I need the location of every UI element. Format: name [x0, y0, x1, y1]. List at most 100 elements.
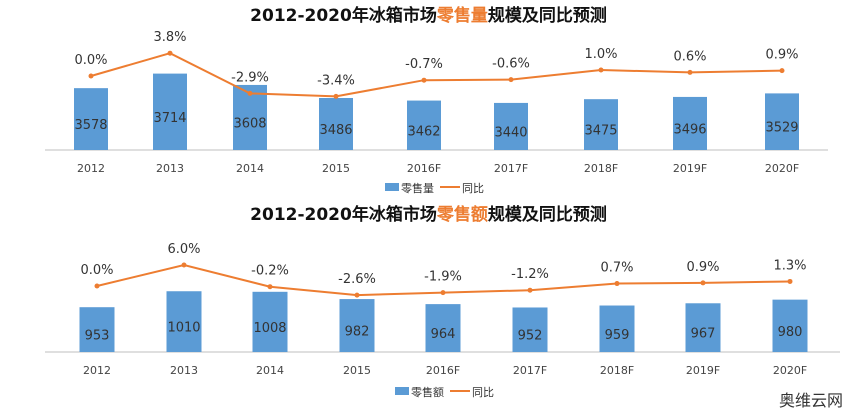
bar-value-label: 3462 [407, 124, 440, 139]
x-tick-label: 2014 [236, 162, 264, 175]
line-point [421, 77, 427, 83]
x-tick-label: 2013 [156, 162, 184, 175]
line-point [614, 281, 620, 287]
bar [166, 291, 202, 352]
x-tick-label: 2019F [686, 364, 720, 377]
bar [74, 88, 108, 150]
bar [407, 100, 441, 150]
x-tick-label: 2018F [584, 162, 618, 175]
line-point [247, 90, 253, 96]
x-tick-label: 2016F [426, 364, 460, 377]
bar [319, 97, 353, 150]
title-text: 2012-2020年冰箱市场 [250, 6, 437, 26]
bar-value-label: 982 [345, 325, 370, 340]
bar [599, 305, 635, 352]
bar [79, 307, 115, 352]
x-tick-label: 2018F [600, 364, 634, 377]
bar-value-label: 3496 [673, 122, 706, 137]
title-text: 规模及同比预测 [487, 6, 607, 26]
bar-value-label: 3440 [494, 125, 527, 140]
x-tick-label: 2015 [322, 162, 350, 175]
bar-value-label: 1008 [253, 321, 286, 336]
title-highlight: 零售额 [436, 205, 488, 225]
line-value-label: 3.8% [153, 30, 186, 45]
line-point [440, 290, 446, 296]
legend-line-label: 同比 [472, 386, 494, 399]
bar [772, 299, 808, 352]
bar [425, 304, 461, 352]
x-tick-label: 2012 [77, 162, 105, 175]
legend-bar-label: 零售额 [411, 385, 444, 399]
line-value-label: -1.9% [424, 270, 462, 285]
x-tick-label: 2015 [343, 364, 371, 377]
x-tick-label: 2017F [513, 364, 547, 377]
bar [512, 307, 548, 352]
bar-value-label: 953 [85, 329, 110, 344]
bar-value-label: 952 [518, 329, 543, 344]
bar-value-label: 3714 [153, 111, 186, 126]
bar-value-label: 3486 [319, 123, 352, 138]
line-value-label: 0.9% [765, 48, 798, 63]
line-value-label: -2.9% [231, 70, 269, 85]
title-text: 2012-2020年冰箱市场 [250, 205, 437, 225]
line-point [88, 73, 94, 79]
x-tick-label: 2013 [170, 364, 198, 377]
legend-line-label: 同比 [462, 182, 484, 195]
line-point [94, 283, 100, 289]
line-value-label: -3.4% [317, 73, 355, 88]
chart2-title: 2012-2020年冰箱市场零售额规模及同比预测 [0, 205, 857, 225]
line-value-label: 0.0% [80, 263, 113, 278]
line-value-label: 1.0% [584, 47, 617, 62]
bar [673, 96, 707, 150]
line-value-label: 0.7% [600, 261, 633, 276]
bar [765, 93, 799, 150]
bar-value-label: 967 [691, 327, 716, 342]
bar-value-label: 1010 [167, 321, 200, 336]
bar-value-label: 3608 [233, 116, 266, 131]
bar [339, 299, 375, 352]
bar [685, 303, 721, 352]
x-tick-label: 2020F [773, 364, 807, 377]
line-point [687, 69, 693, 75]
line-point [527, 287, 533, 293]
line-value-label: -0.7% [405, 57, 443, 72]
bar [153, 73, 187, 150]
x-tick-label: 2012 [83, 364, 111, 377]
title-highlight: 零售量 [436, 6, 488, 26]
line-point [181, 262, 187, 268]
x-tick-label: 2020F [765, 162, 799, 175]
bar-value-label: 964 [431, 327, 456, 342]
bar [252, 291, 288, 352]
line-value-label: -0.6% [492, 57, 530, 72]
line-value-label: 0.0% [74, 53, 107, 68]
bar [584, 99, 618, 150]
bar-value-label: 3475 [584, 124, 617, 139]
line-value-label: 0.9% [686, 260, 719, 275]
line-value-label: 1.3% [773, 258, 806, 273]
line-point [700, 280, 706, 286]
line-value-label: -2.6% [338, 272, 376, 287]
title-text: 规模及同比预测 [487, 205, 607, 225]
bar-value-label: 980 [778, 325, 803, 340]
bar-value-label: 3529 [765, 121, 798, 136]
line-point [354, 292, 360, 298]
bar-value-label: 959 [605, 328, 630, 343]
chart1-title: 2012-2020年冰箱市场零售量规模及同比预测 [0, 6, 857, 26]
line-point [333, 93, 339, 99]
x-tick-label: 2017F [494, 162, 528, 175]
line-point [167, 50, 173, 56]
line-point [779, 68, 785, 74]
legend-bar-swatch [385, 183, 399, 191]
line-value-label: -0.2% [251, 264, 289, 279]
legend-bar-label: 零售量 [401, 181, 434, 195]
bar-value-label: 3578 [74, 118, 107, 133]
x-tick-label: 2014 [256, 364, 284, 377]
line-point [508, 77, 514, 83]
line-value-label: 0.6% [673, 49, 706, 64]
line-point [787, 278, 793, 284]
bar [494, 102, 528, 150]
line-value-label: 6.0% [167, 242, 200, 257]
legend-bar-swatch [395, 387, 409, 395]
